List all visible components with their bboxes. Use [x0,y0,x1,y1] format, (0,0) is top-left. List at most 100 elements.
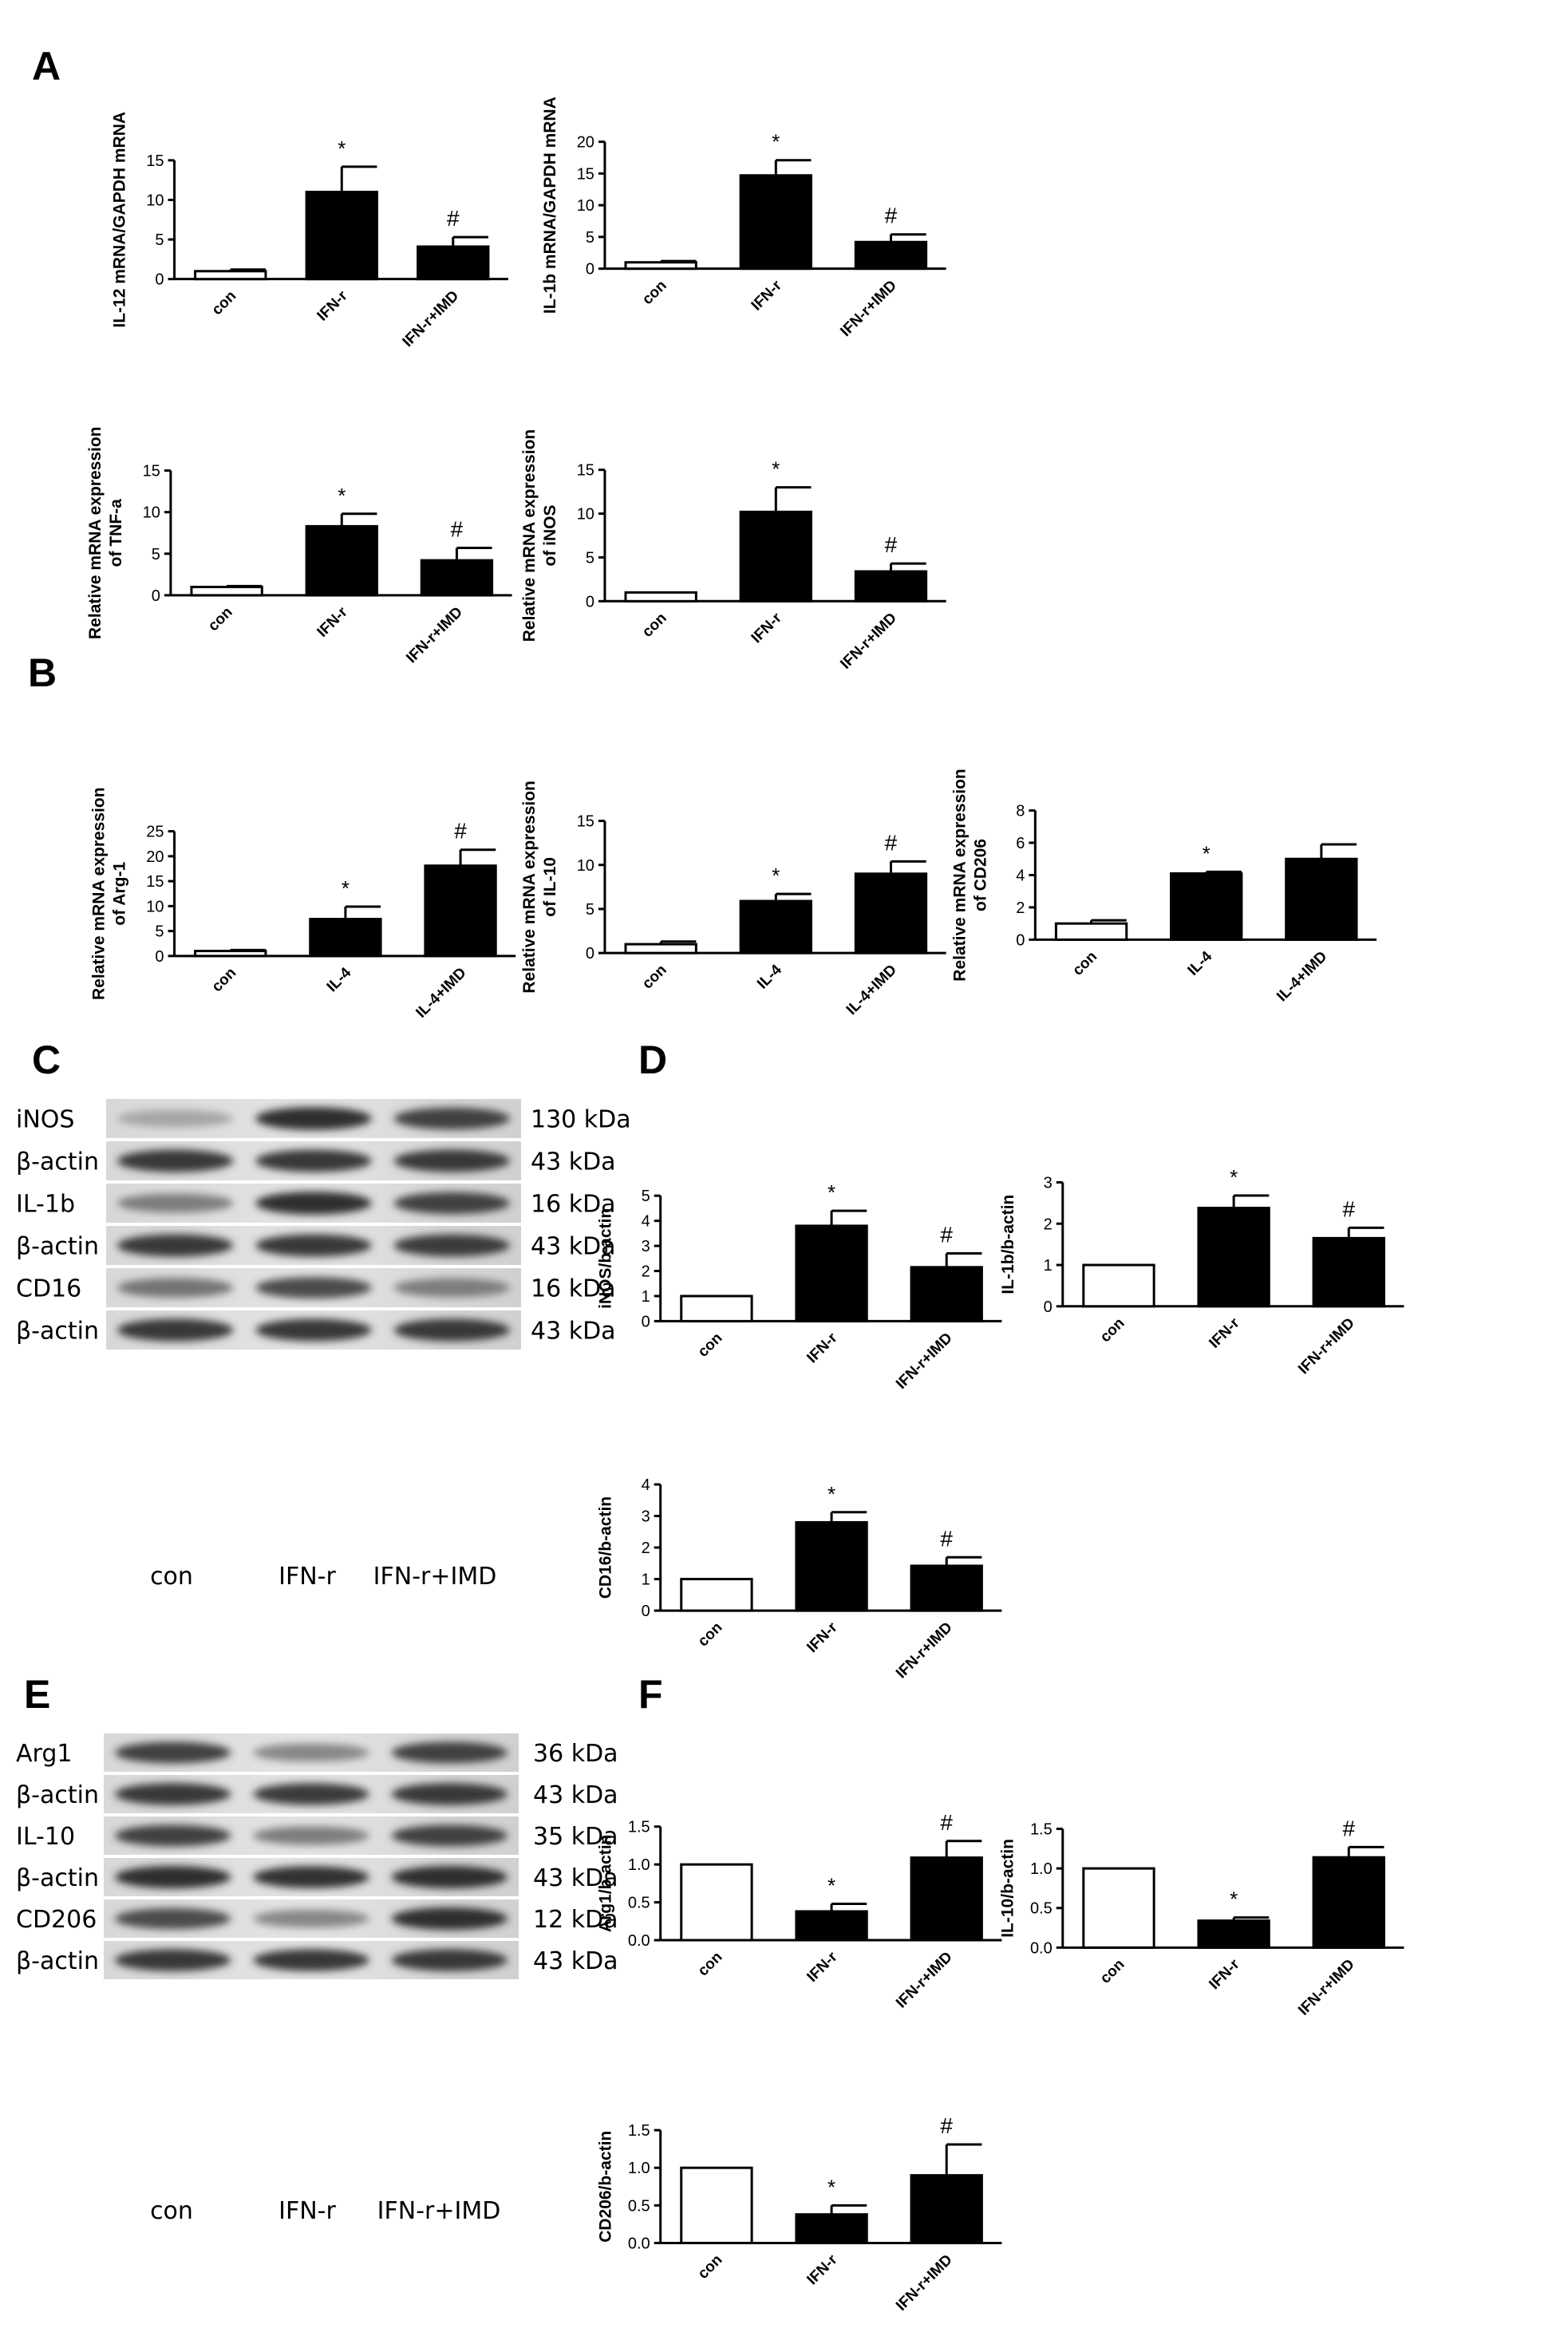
bar-il-4-imd [854,872,928,955]
bar-ifn-r-imd [910,1266,983,1322]
y-axis-label: of Arg-1 [111,862,129,926]
y-tick-label: 5 [586,901,594,919]
panel-label-a: A [32,44,61,89]
y-tick-label: 5 [586,549,594,567]
blot-band [393,1192,511,1215]
blot-row: β-actin 43 kDa [16,1310,616,1350]
panel-label-d: D [638,1038,667,1082]
blot-row-label: β-actin [16,1947,99,1975]
blot-size-label: 16 kDa [531,1275,616,1303]
y-tick-label: 20 [146,848,164,866]
blot-size-label: 43 kDa [531,1148,616,1176]
blot-band [253,1909,369,1928]
chart-f3: 0.00.51.01.5CD206/b-actincon*IFN-r#IFN-r… [597,2113,1002,2314]
bar-con [194,270,267,281]
y-tick-label: 5 [586,229,594,247]
blot-lane-label: IFN-r [278,1563,336,1591]
bar-ifn-r [795,1224,868,1322]
y-tick-label: 15 [146,873,164,891]
significance-star: * [338,484,346,508]
y-axis-label: IL-1b mRNA/GAPDH mRNA [541,97,559,314]
blot-lane-label: IFN-r+IMD [373,1563,497,1591]
y-axis-label: Relative mRNA expression [86,426,105,639]
y-tick-label: 0.5 [1030,1900,1053,1918]
y-tick-label: 5 [155,923,164,941]
y-tick-label: 0.0 [1030,1939,1053,1957]
y-tick-label: 15 [577,462,594,480]
blot-band [114,1741,231,1764]
blot-band [114,1824,231,1847]
y-axis-label: of TNF-a [107,499,125,567]
y-axis-label: of iNOS [541,504,559,566]
blot-row: CD16 16 kDa [16,1268,616,1307]
blot-size-label: 35 kDa [533,1823,618,1851]
significance-hash: # [1342,1816,1355,1840]
blot-size-label: 43 kDa [531,1318,616,1346]
blot-band [117,1234,234,1257]
y-axis-label: Relative mRNA expression [90,787,109,1000]
y-axis-label: Arg1/b-actin [597,1835,615,1933]
y-tick-label: 6 [1016,835,1025,852]
blot-row-label: CD16 [16,1275,81,1303]
blot-size-label: 43 kDa [533,1781,618,1809]
blot-band [393,1318,511,1342]
blot-band [253,1866,369,1888]
significance-star: * [772,130,780,154]
blot-size-label: 36 kDa [533,1740,618,1768]
blot-size-label: 12 kDa [533,1906,618,1934]
y-tick-label: 0 [155,271,164,289]
y-tick-label: 1.5 [628,2122,650,2140]
panel-label-f: F [638,1672,663,1717]
y-tick-label: 10 [577,506,594,524]
y-tick-label: 5 [155,231,164,249]
bar-ifn-r [305,191,378,281]
y-tick-label: 0 [586,261,594,279]
y-tick-label: 10 [146,898,164,915]
blot-row-label: β-actin [16,1318,99,1346]
bar-ifn-r-imd [854,240,928,271]
blot-size-label: 130 kDa [531,1106,631,1134]
y-tick-label: 1.0 [628,2160,650,2177]
y-tick-label: 1.0 [1030,1860,1053,1878]
blot-band [255,1234,372,1257]
y-tick-label: 2 [642,1263,650,1281]
blot-band [114,1865,231,1889]
y-tick-label: 0 [1044,1298,1053,1316]
bar-ifn-r-imd [420,559,494,597]
significance-star: * [1203,841,1211,865]
bar-il-4 [309,918,382,958]
blot-row-label: iNOS [16,1106,74,1134]
bar-ifn-r-imd [910,1856,983,1942]
panel-label-e: E [24,1672,50,1717]
bar-con [1082,1867,1155,1949]
significance-hash: # [940,1526,953,1551]
y-axis-label: of CD206 [971,839,989,911]
blot-band [253,1949,369,1971]
blot-row-label: Arg1 [16,1740,72,1768]
y-tick-label: 1 [642,1571,650,1589]
y-tick-label: 0.5 [628,2197,650,2215]
bar-ifn-r-imd [910,2174,983,2244]
bar-ifn-r [795,1910,868,1942]
significance-hash: # [885,204,898,228]
blot-band [117,1318,234,1342]
significance-hash: # [940,2113,953,2138]
y-tick-label: 3 [642,1508,650,1526]
blot-band [391,1741,508,1764]
chart-f2: 0.00.51.01.5IL-10/b-actincon*IFN-r#IFN-r… [999,1816,1404,2019]
blot-row-label: CD206 [16,1906,97,1934]
bar-ifn-r-imd [417,245,490,281]
y-tick-label: 5 [642,1188,650,1205]
y-tick-label: 15 [577,813,594,831]
y-tick-label: 4 [1016,867,1025,884]
y-tick-label: 0 [152,587,160,605]
y-tick-label: 20 [577,134,594,152]
blot-band [117,1109,234,1128]
blot-band [255,1318,372,1342]
bar-con [624,261,697,271]
y-tick-label: 0.0 [628,2235,650,2252]
blot-size-label: 43 kDa [531,1233,616,1261]
blot-band [393,1149,511,1172]
blot-band [255,1107,372,1130]
